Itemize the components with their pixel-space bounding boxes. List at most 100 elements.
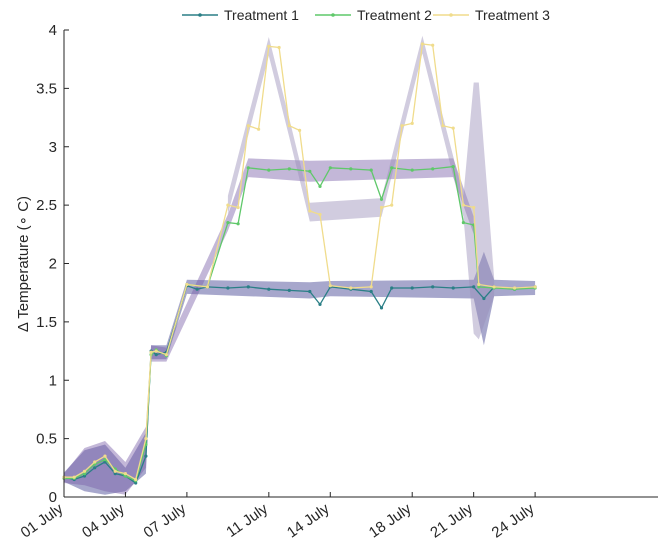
legend: Treatment 1 Treatment 2 Treatment 3 bbox=[182, 7, 550, 23]
legend-label-2: Treatment 2 bbox=[357, 7, 432, 23]
point-series-3-9 bbox=[149, 350, 153, 354]
point-series-2-18 bbox=[287, 167, 291, 171]
y-tick-label: 4 bbox=[49, 22, 57, 39]
point-series-3-24 bbox=[328, 284, 332, 288]
point-series-3-40 bbox=[533, 285, 537, 289]
x-tick-label: 21 July bbox=[427, 500, 476, 541]
legend-marker-2 bbox=[331, 13, 335, 17]
point-series-3-38 bbox=[492, 285, 496, 289]
band-series-2 bbox=[64, 158, 474, 495]
point-series-2-26 bbox=[410, 168, 414, 172]
point-series-1-28 bbox=[451, 286, 455, 290]
point-series-2-29 bbox=[461, 221, 465, 225]
point-series-3-27 bbox=[379, 205, 384, 210]
point-series-3-32 bbox=[431, 43, 435, 47]
legend-marker-3 bbox=[449, 13, 453, 17]
point-series-3-5 bbox=[113, 469, 117, 473]
y-tick-label: 3 bbox=[49, 139, 57, 156]
point-series-2-20 bbox=[318, 184, 322, 188]
y-tick-label: 2.5 bbox=[36, 197, 57, 214]
point-series-2-31 bbox=[477, 285, 481, 289]
point-series-1-29 bbox=[472, 285, 476, 289]
point-series-1-17 bbox=[267, 287, 271, 291]
point-series-3-33 bbox=[441, 124, 445, 128]
y-tick-label: 2 bbox=[49, 256, 57, 273]
point-series-2-14 bbox=[226, 221, 230, 225]
point-series-2-21 bbox=[328, 166, 332, 170]
point-series-2-23 bbox=[369, 168, 373, 172]
point-series-1-2 bbox=[82, 474, 87, 478]
point-series-2-16 bbox=[246, 166, 250, 170]
point-series-1-3 bbox=[93, 466, 97, 470]
x-axis-ticks: 01 July 04 July 07 July 11 July 14 July 18 Ju… bbox=[18, 492, 538, 542]
point-series-1-19 bbox=[308, 289, 312, 294]
x-tick-label: 11 July bbox=[223, 500, 271, 541]
x-tick-label: 14 July bbox=[284, 500, 333, 541]
point-series-2-6 bbox=[123, 474, 127, 478]
point-series-3-30 bbox=[410, 121, 414, 125]
point-series-2-27 bbox=[431, 167, 435, 171]
point-series-1-18 bbox=[287, 288, 291, 292]
point-series-3-2 bbox=[82, 469, 87, 473]
point-series-3-7 bbox=[134, 477, 138, 482]
point-series-3-3 bbox=[93, 460, 97, 464]
point-series-3-17 bbox=[257, 127, 261, 131]
point-series-1-24 bbox=[379, 306, 384, 310]
point-series-3-34 bbox=[451, 126, 455, 130]
point-series-3-12 bbox=[185, 282, 189, 287]
x-tick-label: 07 July bbox=[141, 500, 190, 541]
band-series-1 bbox=[64, 251, 536, 495]
point-series-1-7 bbox=[134, 481, 138, 485]
point-series-3-19 bbox=[277, 45, 281, 50]
y-tick-label: 3.5 bbox=[36, 80, 57, 97]
y-tick-label: 1 bbox=[49, 372, 57, 389]
point-series-2-22 bbox=[349, 167, 353, 171]
point-series-1-30 bbox=[482, 296, 486, 301]
point-series-3-28 bbox=[390, 203, 394, 207]
y-tick-label: 1.5 bbox=[36, 314, 57, 331]
point-series-3-31 bbox=[420, 42, 424, 46]
point-series-3-29 bbox=[400, 124, 404, 128]
y-tick-label: 0 bbox=[49, 489, 57, 506]
point-series-3-37 bbox=[477, 282, 481, 287]
point-series-1-8 bbox=[144, 454, 148, 458]
point-series-3-22 bbox=[308, 209, 312, 213]
x-tick-label: 04 July bbox=[79, 500, 128, 541]
point-series-1-16 bbox=[246, 285, 250, 289]
point-series-2-28 bbox=[451, 165, 455, 169]
point-series-3-6 bbox=[123, 472, 127, 476]
point-series-3-25 bbox=[349, 286, 353, 290]
point-series-1-10 bbox=[154, 353, 158, 357]
point-series-3-10 bbox=[154, 349, 158, 353]
y-tick-label: 0.5 bbox=[36, 431, 57, 448]
point-series-3-11 bbox=[164, 353, 168, 357]
legend-marker-1 bbox=[198, 13, 202, 17]
point-series-1-23 bbox=[369, 289, 373, 294]
point-series-3-13 bbox=[205, 285, 209, 289]
y-axis-ticks: 0 0.5 1 1.5 2 2.5 3 3.5 4 bbox=[36, 22, 69, 506]
point-series-2-17 bbox=[267, 168, 271, 172]
point-series-3-23 bbox=[318, 212, 322, 217]
point-series-2-25 bbox=[390, 166, 394, 170]
line-series-3 bbox=[64, 43, 536, 481]
point-series-1-5 bbox=[113, 472, 117, 476]
point-series-2-19 bbox=[308, 169, 312, 173]
point-series-3-36 bbox=[472, 205, 476, 210]
confidence-bands bbox=[64, 35, 536, 495]
point-series-3-14 bbox=[226, 203, 230, 207]
legend-label-3: Treatment 3 bbox=[475, 7, 550, 23]
point-series-3-8 bbox=[144, 437, 148, 441]
point-series-1-27 bbox=[431, 285, 435, 289]
point-series-3-20 bbox=[287, 124, 291, 128]
point-series-2-2 bbox=[82, 472, 87, 476]
legend-label-1: Treatment 1 bbox=[224, 7, 299, 23]
point-series-3-35 bbox=[461, 203, 465, 207]
point-series-3-26 bbox=[369, 285, 373, 289]
point-series-1-25 bbox=[390, 286, 394, 290]
line-series-1 bbox=[63, 284, 536, 485]
point-series-3-39 bbox=[513, 286, 517, 290]
series-lines bbox=[62, 42, 537, 485]
point-series-3-16 bbox=[246, 124, 250, 128]
point-series-3-21 bbox=[298, 128, 302, 132]
